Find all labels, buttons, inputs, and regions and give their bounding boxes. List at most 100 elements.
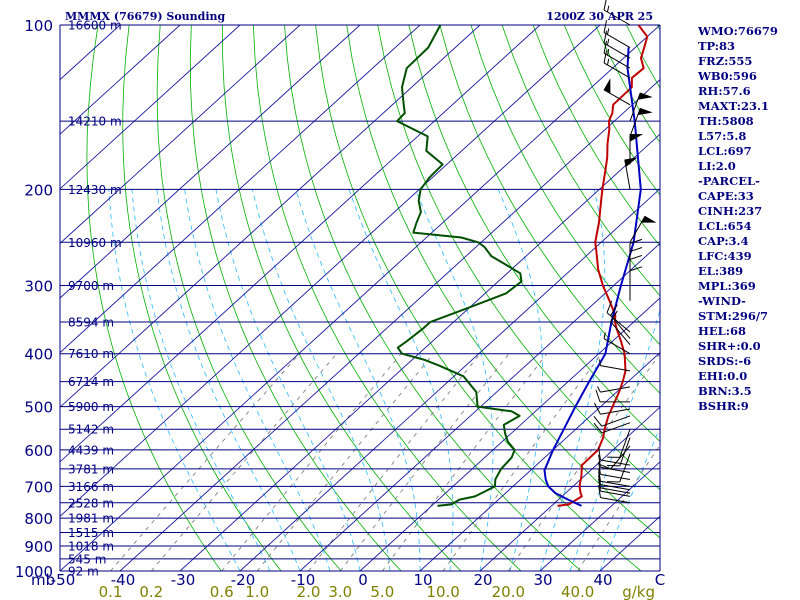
barb-staff xyxy=(603,9,631,26)
mixing-ratio-label: 0.6 xyxy=(210,583,234,600)
wind-barb xyxy=(598,445,631,470)
barb-staff xyxy=(601,422,631,434)
isotherm xyxy=(60,25,241,190)
index-line: L57:5.8 xyxy=(698,129,746,143)
barb-staff xyxy=(610,445,631,470)
index-line: EHI:0.0 xyxy=(698,369,747,383)
sounding-time: 1200Z 30 APR 25 xyxy=(546,10,653,23)
pressure-tick-label: 700 xyxy=(24,478,53,496)
isotherm xyxy=(299,242,660,571)
barb-flag xyxy=(637,92,653,100)
sounding-profiles xyxy=(396,25,649,507)
mixing-ratio-label: 40.0 xyxy=(561,583,594,600)
wind-barb xyxy=(610,310,631,345)
mixing-ratio-label: 0.1 xyxy=(99,583,123,600)
barb-staff xyxy=(600,480,631,487)
height-label: 14210 m xyxy=(68,115,122,129)
moist-adiabat xyxy=(599,426,660,571)
index-line: EL:389 xyxy=(698,264,743,278)
barb-half xyxy=(603,332,606,339)
barb-flag xyxy=(603,78,611,94)
wind-barb xyxy=(629,215,657,243)
index-line: SRDS:-6 xyxy=(698,354,751,368)
wind-barb xyxy=(598,447,631,466)
temperature-tick-label: 10 xyxy=(413,571,432,589)
axis-labels: 16600 m 14210 m 12430 m 10960 m 9700 m 8594 m… xyxy=(15,17,665,600)
index-line: LCL:654 xyxy=(698,219,752,233)
height-label: 8594 m xyxy=(68,316,114,330)
mixing-ratio-label: 5.0 xyxy=(370,583,394,600)
barb-staff xyxy=(600,473,631,481)
barb-staff xyxy=(600,365,631,372)
barb-staff xyxy=(600,490,631,497)
barb-flag xyxy=(624,157,638,168)
height-label: 2528 m xyxy=(68,496,114,510)
isotherm xyxy=(60,25,541,463)
barb-staff xyxy=(600,459,631,466)
barb-staff xyxy=(603,52,631,69)
height-label: 92 m xyxy=(68,565,99,579)
isotherm xyxy=(119,78,660,571)
wind-barb xyxy=(599,359,631,372)
wind-barb xyxy=(597,386,631,393)
temperature-tick-label: 20 xyxy=(473,571,492,589)
index-line: CAP:3.4 xyxy=(698,234,749,248)
temperature-tick-label: -20 xyxy=(231,571,256,589)
height-label: 4439 m xyxy=(68,443,114,457)
isotherm xyxy=(60,25,660,571)
barb-full xyxy=(593,415,603,427)
pressure-tick-label: 500 xyxy=(24,399,53,417)
pressure-tick-label: 400 xyxy=(24,346,53,364)
temperature-tick-label: -40 xyxy=(111,571,136,589)
index-line: SHR+:0.0 xyxy=(698,339,761,353)
temperature-axis-label: C xyxy=(655,571,665,589)
height-label: 6714 m xyxy=(68,375,114,389)
barb-half xyxy=(606,5,610,13)
wind-barb xyxy=(603,332,631,355)
index-line: MPL:369 xyxy=(698,279,756,293)
isotherm xyxy=(60,25,481,408)
index-line: -PARCEL- xyxy=(698,174,760,188)
pressure-tick-label: 1000 xyxy=(15,563,53,581)
height-label: 7610 m xyxy=(68,347,114,361)
isotherm xyxy=(60,25,601,518)
barb-full xyxy=(593,422,603,434)
barb-staff xyxy=(603,32,631,49)
dewpoint-line xyxy=(396,25,523,507)
barb-staff xyxy=(600,386,631,393)
barb-staff xyxy=(610,315,631,339)
height-label: 545 m xyxy=(68,552,106,566)
wind-barb xyxy=(603,20,631,49)
isotherm xyxy=(419,351,660,571)
barb-half xyxy=(606,38,610,46)
pressure-tick-label: 100 xyxy=(24,17,53,35)
index-line: CAPE:33 xyxy=(698,189,754,203)
isotherm xyxy=(539,461,660,571)
height-label: 3166 m xyxy=(68,480,114,494)
wind-barb xyxy=(629,107,653,137)
isotherm xyxy=(60,25,421,354)
wind-barb xyxy=(598,461,631,481)
temperature-tick-label: -50 xyxy=(51,571,76,589)
temperature-line xyxy=(557,25,649,507)
wind-barb xyxy=(603,78,631,106)
height-label: 16600 m xyxy=(68,19,122,33)
barb-full xyxy=(598,463,611,470)
barb-full xyxy=(629,247,643,252)
index-line: RH:57.6 xyxy=(698,84,751,98)
barb-full xyxy=(610,310,618,322)
height-label: 1018 m xyxy=(68,540,114,554)
barb-full xyxy=(593,402,601,415)
wind-barb xyxy=(603,30,631,59)
moist-adiabat xyxy=(497,189,543,571)
height-label: 5142 m xyxy=(68,423,114,437)
barb-full xyxy=(603,40,608,54)
barb-staff xyxy=(619,429,631,458)
mixing-ratio-label: 10.0 xyxy=(426,583,459,600)
index-line: HEL:68 xyxy=(698,324,746,338)
stability-indices: WMO:76679TP:83FRZ:555WB0:596RH:57.6MAXT:… xyxy=(697,24,778,413)
index-line: LCL:697 xyxy=(698,144,752,158)
pressure-tick-label: 900 xyxy=(24,538,53,556)
barb-staff xyxy=(603,42,631,59)
barb-full xyxy=(598,461,601,475)
